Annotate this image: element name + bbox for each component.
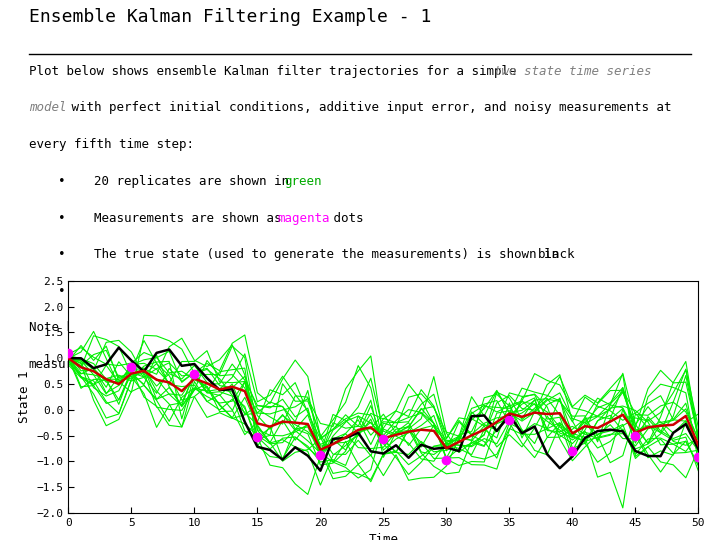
Text: measurement.: measurement. (29, 357, 119, 371)
Text: red: red (369, 285, 391, 298)
Text: with perfect initial conditions, additive input error, and noisy measurements at: with perfect initial conditions, additiv… (64, 102, 672, 114)
Text: Note how ensemble spreads over time until update, when replicates converge towar: Note how ensemble spreads over time unti… (29, 321, 636, 334)
Text: Measurements are shown as: Measurements are shown as (94, 212, 289, 225)
Text: green: green (284, 176, 322, 188)
Text: Ensemble Kalman Filtering Example - 1: Ensemble Kalman Filtering Example - 1 (29, 8, 431, 26)
Y-axis label: State 1: State 1 (18, 370, 31, 423)
Text: The mean of the replicates is shown in: The mean of the replicates is shown in (94, 285, 386, 298)
Text: •: • (58, 285, 65, 298)
Text: model: model (29, 102, 66, 114)
Text: Plot below shows ensemble Kalman filter trajectories for a simple: Plot below shows ensemble Kalman filter … (29, 65, 523, 78)
Text: two state time series: two state time series (495, 65, 652, 78)
Text: every fifth time step:: every fifth time step: (29, 138, 194, 151)
Text: dots: dots (326, 212, 364, 225)
Text: magenta: magenta (277, 212, 330, 225)
Text: •: • (58, 176, 65, 188)
Text: •: • (58, 212, 65, 225)
Text: 20 replicates are shown in: 20 replicates are shown in (94, 176, 296, 188)
Text: The true state (used to generate the measurements) is shown in: The true state (used to generate the mea… (94, 248, 566, 261)
X-axis label: Time: Time (369, 534, 398, 540)
Text: black: black (538, 248, 575, 261)
Text: •: • (58, 248, 65, 261)
